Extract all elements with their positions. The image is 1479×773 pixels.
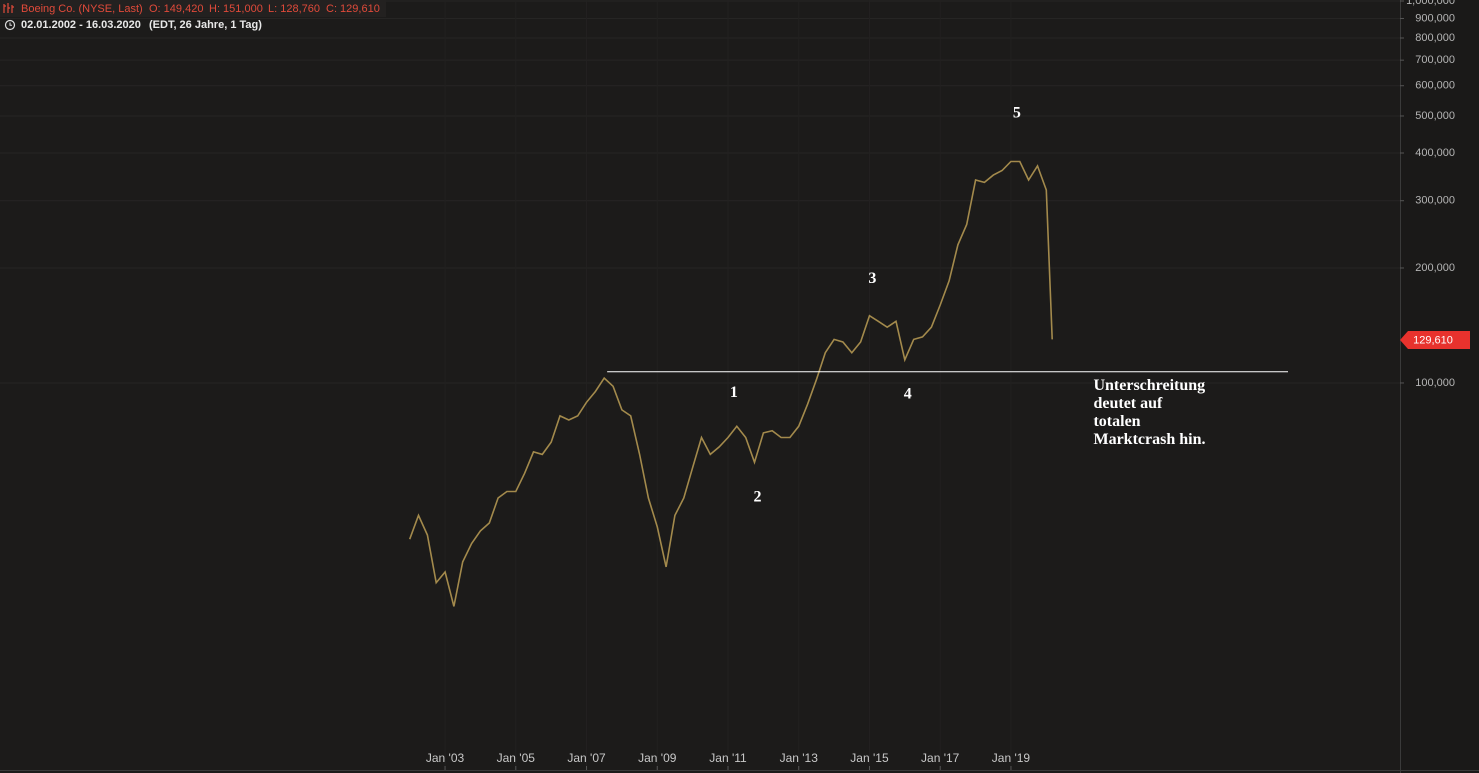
x-tick-label: Jan '17 [921,751,960,765]
y-tick-label: 300,000 [1415,195,1455,207]
x-tick-label: Jan '09 [638,751,677,765]
quote: O: 149,420 [149,3,203,15]
clock-icon [4,19,16,31]
note-line: Marktcrash hin. [1093,431,1205,448]
wave-label: 3 [868,270,876,287]
date-range: 02.01.2002 - 16.03.2020 [21,19,141,31]
wave-label: 5 [1013,105,1021,122]
axis-background [1400,0,1479,773]
quote: H: 151,000 [209,3,263,15]
wave-label: 4 [904,386,912,403]
note-line: Unterschreitung [1093,377,1205,394]
y-tick-label: 800,000 [1415,32,1455,44]
header: Boeing Co. (NYSE, Last) O: 149,420 H: 15… [0,0,386,31]
quote: C: 129,610 [326,3,380,15]
y-tick-label: 400,000 [1415,147,1455,159]
plot-background [0,0,1400,773]
x-tick-label: Jan '11 [709,751,747,765]
x-tick-label: Jan '07 [567,751,606,765]
last-price-tag [1400,330,1470,349]
y-tick-label: 700,000 [1415,54,1455,66]
price-line [408,160,1053,607]
y-tick-label: 100,000 [1415,377,1455,389]
note-line: deutet auf [1093,395,1163,412]
wave-label: 2 [753,489,761,506]
last-price-label: 129,610 [1413,334,1453,346]
y-tick-label: 500,000 [1415,110,1455,122]
candle-icon [3,3,14,13]
y-tick-label: 900,000 [1415,12,1455,24]
clock-hand [9,22,12,26]
quote: L: 128,760 [268,3,320,15]
note-line: totalen [1093,413,1140,430]
y-tick-label: 200,000 [1415,262,1455,274]
x-tick-label: Jan '13 [780,751,819,765]
x-tick-label: Jan '03 [426,751,465,765]
range-info: (EDT, 26 Jahre, 1 Tag) [149,19,262,31]
y-tick-label: 600,000 [1415,80,1455,92]
x-tick-label: Jan '19 [992,751,1031,765]
symbol: Boeing Co. (NYSE, Last) [21,3,143,15]
wave-label: 1 [730,384,738,401]
x-tick-label: Jan '05 [497,751,536,765]
x-tick-label: Jan '15 [850,751,889,765]
header-box [0,0,386,17]
y-tick-label: 1,000,000 [1406,0,1455,7]
